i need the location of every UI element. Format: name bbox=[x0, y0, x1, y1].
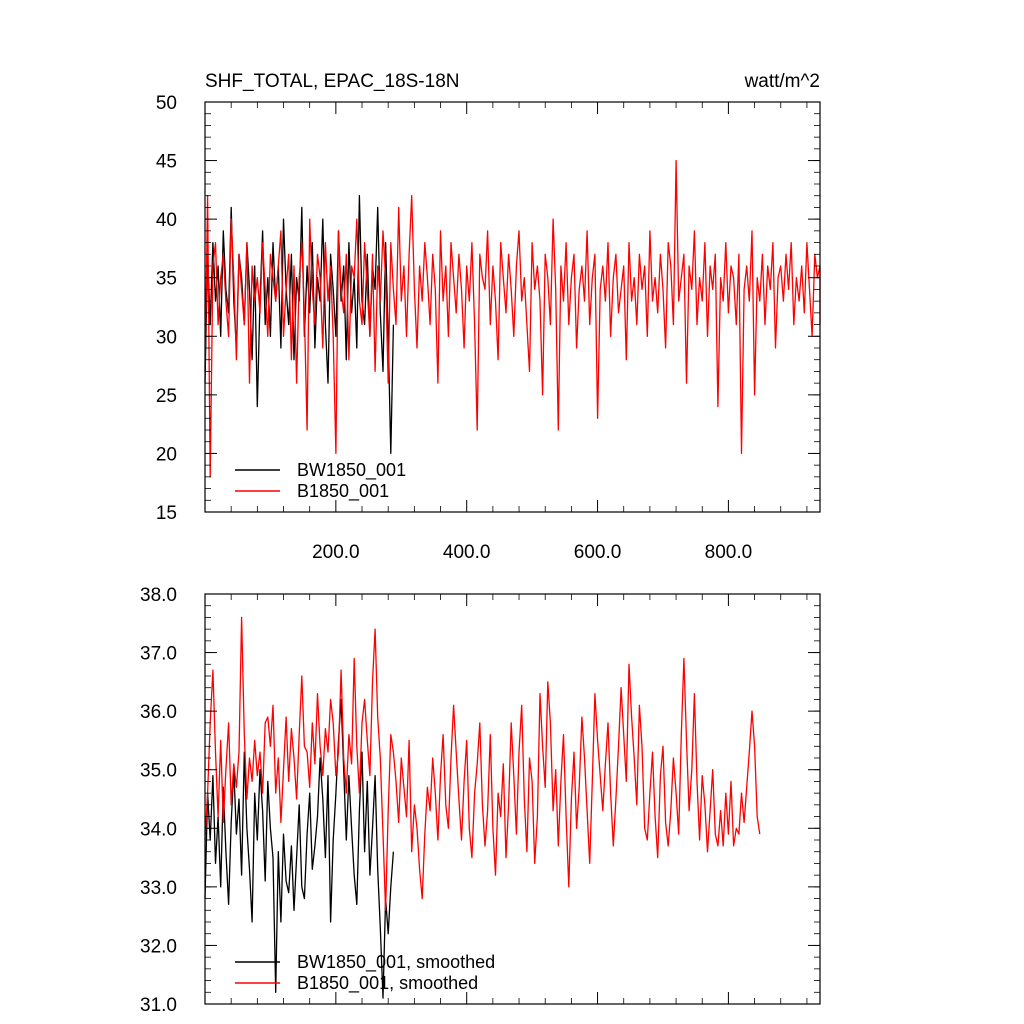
legend-label: B1850_001, smoothed bbox=[297, 973, 478, 994]
chart-title: SHF_TOTAL, EPAC_18S-18N bbox=[205, 71, 460, 92]
legend-label: B1850_001 bbox=[297, 481, 389, 502]
top-plot-frame bbox=[204, 101, 821, 513]
y-tick-label: 35.0 bbox=[140, 761, 177, 782]
y-tick-label: 35 bbox=[156, 269, 177, 290]
legend-label: BW1850_001 bbox=[297, 460, 406, 481]
x-tick-label: 800.0 bbox=[705, 542, 753, 563]
chart-top-panel: SHF_TOTAL, EPAC_18S-18N watt/m^2 15 20 25 3… bbox=[156, 71, 821, 563]
bottom-series-group bbox=[204, 616, 761, 999]
top-axes-group: 15 20 25 30 35 40 45 50 200.0 400.0 600.0 800.0 bbox=[156, 93, 820, 563]
y-tick-label: 25 bbox=[156, 386, 177, 407]
series-line-bw1850 bbox=[204, 698, 395, 999]
y-tick-label: 36.0 bbox=[140, 702, 177, 723]
chart-bottom-panel: 31.0 32.0 33.0 34.0 35.0 36.0 37.0 38.0 BW1850_… bbox=[140, 585, 821, 1016]
y-tick-label: 50 bbox=[156, 93, 177, 114]
y-tick-label: 33.0 bbox=[140, 878, 177, 899]
y-tick-label: 38.0 bbox=[140, 585, 177, 606]
x-tick-label: 400.0 bbox=[443, 542, 491, 563]
x-tick-label: 600.0 bbox=[574, 542, 622, 563]
x-tick-label: 200.0 bbox=[312, 542, 360, 563]
y-tick-label: 34.0 bbox=[140, 819, 177, 840]
y-tick-label: 40 bbox=[156, 210, 177, 231]
y-tick-label: 15 bbox=[156, 503, 177, 524]
series-line-bw1850 bbox=[204, 195, 395, 455]
units-label: watt/m^2 bbox=[744, 71, 820, 92]
series-line-b1850 bbox=[204, 616, 761, 911]
legend-label: BW1850_001, smoothed bbox=[297, 952, 495, 973]
bottom-plot-frame bbox=[204, 593, 821, 1005]
y-tick-label: 20 bbox=[156, 444, 177, 465]
y-tick-label: 37.0 bbox=[140, 644, 177, 665]
y-tick-label: 31.0 bbox=[140, 995, 177, 1016]
y-tick-label: 30 bbox=[156, 327, 177, 348]
y-tick-label: 32.0 bbox=[140, 936, 177, 957]
top-series-group bbox=[204, 159, 821, 478]
bottom-axes-group: 31.0 32.0 33.0 34.0 35.0 36.0 37.0 38.0 bbox=[140, 585, 820, 1016]
series-line-b1850 bbox=[204, 159, 821, 478]
y-tick-label: 45 bbox=[156, 152, 177, 173]
